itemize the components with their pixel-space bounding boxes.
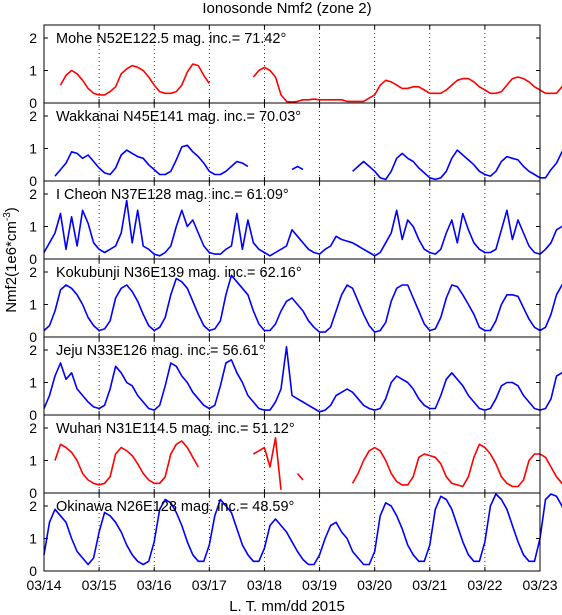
x-tick-label: 03/22 [467, 577, 502, 593]
x-tick-label: 03/15 [82, 577, 117, 593]
series-line-0 [59, 63, 562, 103]
x-tick-label: 03/19 [302, 577, 337, 593]
y-tick-label: 2 [29, 108, 37, 124]
panel-0: 0 1 2 Mohe N52E122.5 mag. inc.= 71.42° [29, 24, 562, 111]
panel-label: Mohe N52E122.5 mag. inc.= 71.42° [56, 31, 286, 47]
series-line-2 [43, 199, 562, 257]
panel-frame [43, 492, 541, 572]
panel-1: 0 1 2 Wakkanai N45E141 mag. inc.= 70.03° [29, 102, 562, 189]
series-line-6 [43, 493, 562, 566]
y-tick-label: 0 [29, 251, 37, 267]
y-tick-label: 1 [29, 219, 37, 235]
series-line-4 [43, 346, 562, 413]
y-tick-label: 0 [29, 407, 37, 423]
x-tick-label: 03/18 [247, 577, 282, 593]
x-axis-label: L. T. mm/dd 2015 [229, 598, 345, 615]
panel-label: I Cheon N37E128 mag. inc.= 61.09° [56, 187, 289, 203]
series-line-1 [54, 144, 562, 181]
y-tick-label: 2 [29, 498, 37, 514]
x-tick-label: 03/14 [26, 577, 61, 593]
panel-label: Wakkanai N45E141 mag. inc.= 70.03° [56, 109, 301, 125]
panel-6: 0 1 2 Okinawa N26E128 mag. inc.= 48.59° [29, 492, 562, 579]
series-line-5 [54, 437, 562, 490]
panels: 0 1 2 Mohe N52E122.5 mag. inc.= 71.42° 0 1 2 Wa… [29, 24, 562, 579]
y-tick-label: 2 [29, 342, 37, 358]
series-line-3 [43, 274, 562, 333]
y-axis-label: Nmf2(1e6*cm-3) [2, 207, 20, 313]
y-tick-label: 1 [29, 453, 37, 469]
chart-title: Ionosonde Nmf2 (zone 2) [202, 0, 371, 17]
y-tick-label: 2 [29, 30, 37, 46]
y-axis-label-main: Nmf2(1e6*cm [3, 221, 20, 313]
y-tick-label: 2 [29, 186, 37, 202]
y-tick-label: 1 [29, 531, 37, 547]
y-tick-label: 0 [29, 173, 37, 189]
y-tick-label: 2 [29, 264, 37, 280]
panel-5: 0 1 2 Wuhan N31E114.5 mag. inc.= 51.12° [29, 414, 562, 501]
y-tick-label: 1 [29, 375, 37, 391]
y-axis-label-sup: -3 [2, 212, 13, 221]
y-tick-label: 0 [29, 563, 37, 579]
panel-2: 0 1 2 I Cheon N37E128 mag. inc.= 61.09° [29, 180, 562, 267]
y-tick-label: 0 [29, 485, 37, 501]
x-tick-label: 03/16 [137, 577, 172, 593]
panel-label: Okinawa N26E128 mag. inc.= 48.59° [56, 499, 294, 515]
panel-label: Kokubunji N36E139 mag. inc.= 62.16° [56, 265, 302, 281]
y-tick-label: 1 [29, 63, 37, 79]
x-tick-label: 03/23 [522, 577, 557, 593]
x-tick-label: 03/21 [412, 577, 447, 593]
y-tick-label: 0 [29, 329, 37, 345]
y-axis-label-close: ) [3, 207, 20, 212]
y-tick-label: 2 [29, 420, 37, 436]
panel-label: Jeju N33E126 mag. inc.= 56.61° [56, 343, 265, 359]
y-tick-label: 1 [29, 141, 37, 157]
y-tick-label: 1 [29, 297, 37, 313]
x-axis: 03/14 03/15 03/16 03/17 03/18 03/19 03/20 03/21… [26, 577, 557, 593]
panel-label: Wuhan N31E114.5 mag. inc.= 51.12° [56, 421, 295, 437]
panel-3: 0 1 2 Kokubunji N36E139 mag. inc.= 62.16° [29, 258, 562, 345]
panel-4: 0 1 2 Jeju N33E126 mag. inc.= 56.61° [29, 336, 562, 423]
y-tick-label: 0 [29, 95, 37, 111]
x-tick-label: 03/20 [357, 577, 392, 593]
x-tick-label: 03/17 [192, 577, 227, 593]
